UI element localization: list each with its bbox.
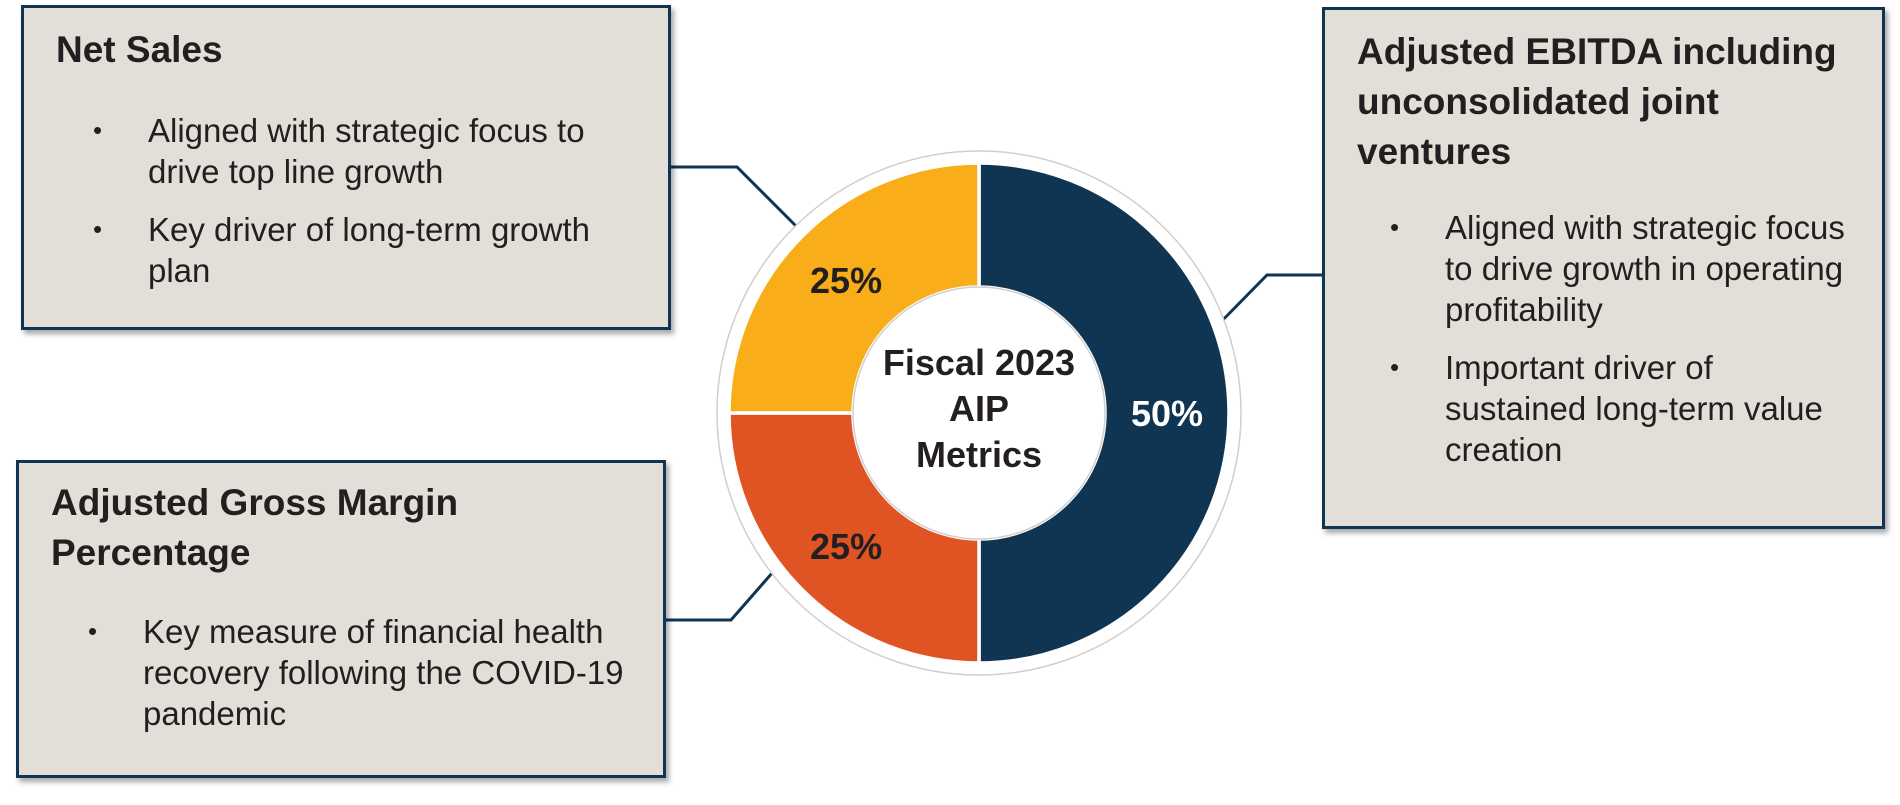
bullet-item: • Key measure of financial health recove… bbox=[88, 611, 648, 734]
bullet-item: • Aligned with strategic focus to drive … bbox=[93, 110, 653, 192]
ebitda-bullet-list: • Aligned with strategic focus to drive … bbox=[1390, 207, 1860, 487]
net-sales-title: Net Sales bbox=[56, 29, 223, 70]
connector-ebitda bbox=[1210, 273, 1322, 333]
bullet-item: • Important driver of sustained long-ter… bbox=[1390, 347, 1860, 470]
gross-margin-title: Adjusted Gross Margin Percentage bbox=[51, 482, 459, 573]
donut-slice bbox=[727, 161, 981, 415]
connector-net-sales bbox=[671, 165, 799, 229]
bullet-glyph: • bbox=[93, 115, 103, 145]
ebitda-box: Adjusted EBITDA including unconsolidated… bbox=[1322, 7, 1885, 529]
bullet-glyph: • bbox=[1390, 212, 1400, 242]
gross-margin-bullet-list: • Key measure of financial health recove… bbox=[88, 611, 648, 751]
connector-gross-margin bbox=[666, 571, 775, 622]
net-sales-bullet-list: • Aligned with strategic focus to drive … bbox=[93, 110, 653, 308]
bullet-text: Aligned with strategic focus to drive to… bbox=[148, 112, 585, 190]
slice-value-label: 50% bbox=[1131, 393, 1203, 434]
bullet-text: Important driver of sustained long-term … bbox=[1445, 349, 1823, 468]
gross-margin-box: Adjusted Gross Margin Percentage • Key m… bbox=[16, 460, 666, 778]
bullet-glyph: • bbox=[93, 214, 103, 244]
bullet-item: • Key driver of long-term growth plan bbox=[93, 209, 653, 291]
donut-center-label: Fiscal 2023 AIP Metrics bbox=[883, 342, 1075, 475]
slice-value-label: 25% bbox=[810, 526, 882, 567]
bullet-text: Key driver of long-term growth plan bbox=[148, 211, 591, 289]
bullet-glyph: • bbox=[88, 616, 98, 646]
donut-slice bbox=[977, 161, 1231, 665]
slice-value-label: 25% bbox=[810, 260, 882, 301]
center-label-line: Fiscal 2023 bbox=[883, 342, 1075, 383]
net-sales-box: Net Sales • Aligned with strategic focus… bbox=[21, 5, 671, 330]
ebitda-title: Adjusted EBITDA including unconsolidated… bbox=[1357, 31, 1837, 172]
center-label-line: AIP bbox=[949, 388, 1009, 429]
center-label-line: Metrics bbox=[916, 434, 1042, 475]
donut-inner-ring bbox=[852, 286, 1106, 540]
bullet-text: Aligned with strategic focus to drive gr… bbox=[1445, 209, 1845, 328]
bullet-item: • Aligned with strategic focus to drive … bbox=[1390, 207, 1860, 330]
bullet-glyph: • bbox=[1390, 352, 1400, 382]
donut-slice bbox=[727, 411, 981, 665]
bullet-text: Key measure of financial health recovery… bbox=[143, 613, 624, 732]
donut-outer-ring bbox=[716, 150, 1242, 676]
